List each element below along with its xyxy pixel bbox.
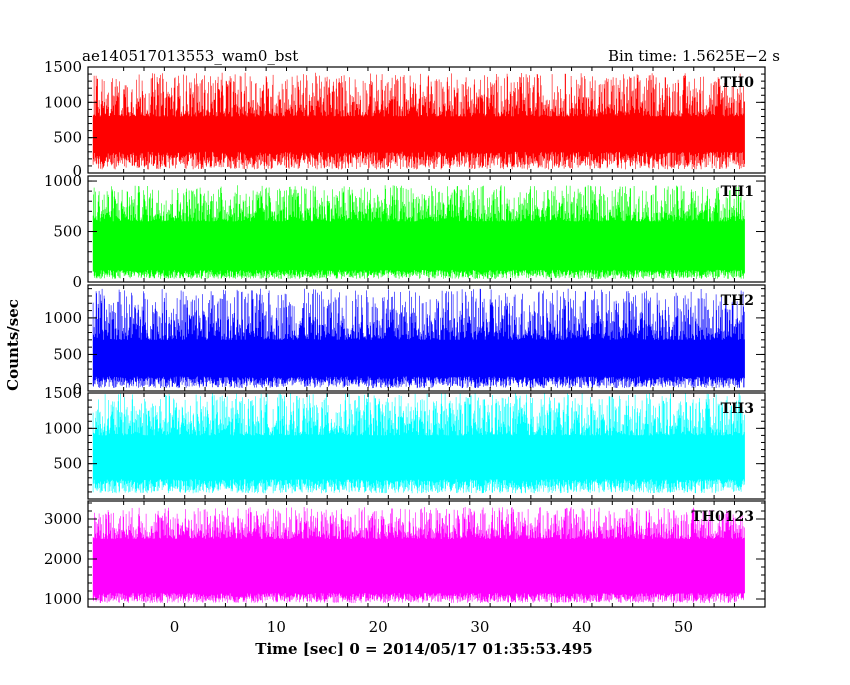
x-tick-label: 30 [470, 618, 489, 636]
y-tick-label: 1000 [44, 309, 82, 327]
y-tick-label: 1000 [44, 590, 82, 608]
y-axis-label: Counts/sec [4, 299, 22, 391]
y-tick-label-bottom: 0 [72, 162, 82, 180]
series-label-th1: TH1 [721, 184, 754, 200]
panel-th1: 0 500 1000 TH1 [44, 172, 766, 291]
panel-frame [87, 500, 766, 608]
x-axis-label: Time [sec] 0 = 2014/05/17 01:35:53.495 [255, 640, 592, 658]
y-tick-label: 1000 [44, 93, 82, 111]
series-label-th0: TH0 [721, 75, 755, 91]
chart-title-right: Bin time: 1.5625E−2 s [608, 47, 780, 65]
y-tick-label: 500 [53, 223, 82, 241]
x-tick-label: 20 [369, 618, 388, 636]
panel-frame [87, 66, 766, 174]
y-tick-label: 500 [53, 455, 82, 473]
y-tick-label: 500 [53, 129, 82, 147]
panel-th3: 500 1000 1500 TH3 [44, 384, 766, 500]
y-tick-label: 1000 [44, 172, 82, 190]
panel-frame [87, 392, 766, 500]
y-tick-label-bottom: 0 [72, 380, 82, 398]
series-label-th2: TH2 [721, 293, 754, 309]
chart-title-left: ae140517013553_wam0_bst [82, 47, 298, 65]
series-label-th3: TH3 [721, 401, 754, 417]
x-tick-label: 0 [170, 618, 180, 636]
panel-frame [87, 284, 766, 392]
x-tick-label: 40 [572, 618, 591, 636]
y-tick-label: 1500 [44, 58, 82, 76]
y-tick-label: 2000 [44, 550, 82, 568]
y-tick-label: 500 [53, 345, 82, 363]
y-tick-label: 1500 [44, 384, 82, 402]
x-tick-label: 50 [674, 618, 693, 636]
panel-th2: 500 1000 0 TH2 [44, 284, 766, 398]
series-line-th2 [92, 288, 745, 389]
panel-th0123: 1000 2000 3000 TH0123 [44, 500, 766, 608]
series-line-th0123 [92, 507, 745, 603]
panel-frame [87, 175, 766, 283]
x-tick-label: 10 [267, 618, 286, 636]
series-line-th0 [92, 72, 745, 170]
y-tick-label: 0 [72, 273, 82, 291]
y-tick-label: 1000 [44, 419, 82, 437]
series-label-th0123: TH0123 [691, 509, 754, 525]
panel-th0: 500 1000 1500 0 TH0 [44, 58, 766, 180]
panels-layer: 500100015000TH005001000TH150010000TH2500… [44, 58, 766, 636]
series-line-th1 [92, 185, 745, 279]
series-line-th3 [92, 393, 745, 494]
y-tick-label: 3000 [44, 510, 82, 528]
